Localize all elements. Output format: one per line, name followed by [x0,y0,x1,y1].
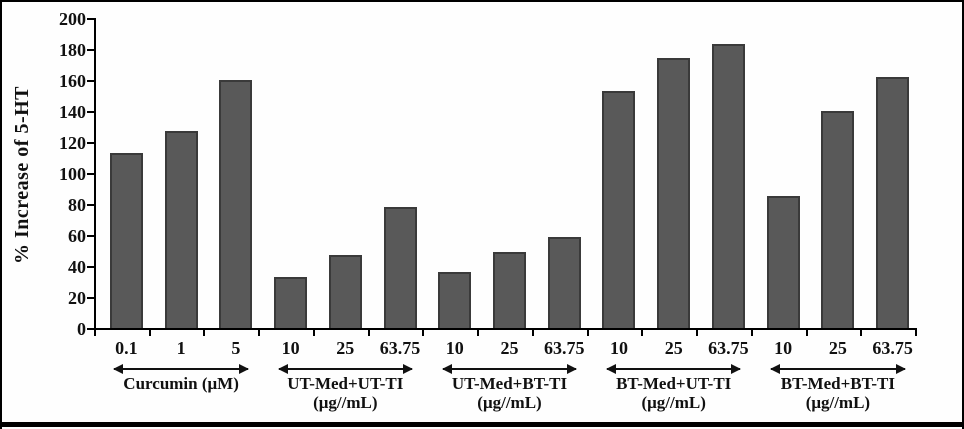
bar-ut-med-bt-ti-10 [438,272,472,328]
x-tick-label: 63.75 [708,338,749,358]
bar-bt-med-ut-ti-25 [657,58,691,328]
x-tick-mark [586,330,589,336]
group-label: UT-Med+BT-TI [451,374,568,393]
x-tick-mark [258,330,261,336]
x-tick-mark [750,330,753,336]
x-tick-label: 63.75 [872,338,913,358]
group-range-arrow [441,364,578,374]
y-tick-label: 200 [59,9,86,29]
bar-ut-med-ut-ti-10 [274,276,308,328]
x-tick-label: 10 [445,338,464,358]
y-axis [94,18,96,330]
group-range-arrow [113,364,250,374]
bar-bt-med-bt-ti-10 [766,196,800,328]
y-axis-title: % Increase of 5-HT [11,85,33,265]
y-tick-mark [87,142,94,144]
x-tick-label: 63.75 [543,338,585,358]
bar-bt-med-ut-ti-63.75 [711,44,745,328]
x-tick-mark [641,330,644,336]
x-tick-mark [312,330,315,336]
group-label: Curcumin (μM) [123,374,239,393]
group-range-arrow [605,364,742,374]
x-axis [87,328,917,330]
x-tick-label: 25 [664,338,683,358]
y-tick-label: 20 [68,288,86,308]
x-tick-mark [367,330,370,336]
y-tick-label: 180 [59,40,86,60]
bar-ut-med-bt-ti-63.75 [547,236,581,328]
x-tick-mark [148,330,151,336]
group-range-arrow [770,364,907,374]
y-tick-label: 100 [59,164,86,184]
x-tick-mark [531,330,534,336]
group-sublabel: (μg//mL) [641,393,706,412]
group-range-arrow [277,364,414,374]
group-sublabel: (μg//mL) [477,393,542,412]
x-tick-mark [422,330,425,336]
group-sublabel: (μg//mL) [313,393,378,412]
y-tick-label: 140 [59,102,86,122]
bar-curcumin-m--0.1 [109,152,143,328]
bar-bt-med-bt-ti-63.75 [876,76,910,328]
y-tick-label: 60 [68,226,86,246]
x-tick-mark [696,330,699,336]
bar-ut-med-bt-ti-25 [493,252,526,328]
y-tick-mark [87,111,94,113]
x-tick-label: 10 [774,338,793,358]
y-tick-mark [87,80,94,82]
x-tick-label: 63.75 [379,338,421,358]
x-tick-mark [915,330,917,336]
bar-curcumin-m--1 [164,131,198,328]
x-tick-label: 1 [176,338,186,358]
y-tick-label: 80 [68,195,86,215]
x-tick-mark [477,330,480,336]
x-tick-label: 25 [336,338,355,358]
bar-bt-med-ut-ti-10 [602,90,636,328]
y-tick-label: 0 [77,319,86,339]
group-sublabel: (μg//mL) [805,393,871,412]
x-tick-label: 5 [231,338,241,358]
x-tick-label: 25 [828,338,847,358]
bar-ut-med-ut-ti-63.75 [383,207,417,328]
y-tick-mark [87,18,94,20]
x-tick-label: 0.1 [115,338,138,358]
bar-bt-med-bt-ti-25 [821,111,855,328]
y-tick-mark [87,204,94,206]
group-label: BT-Med+UT-TI [616,374,732,393]
bar-ut-med-ut-ti-25 [328,255,362,328]
bottom-rule [2,422,962,427]
x-tick-mark [94,330,96,336]
y-tick-mark [87,235,94,237]
x-tick-mark [805,330,808,336]
y-tick-mark [87,49,94,51]
x-tick-mark [860,330,863,336]
x-tick-label: 10 [281,338,300,358]
y-tick-mark [87,297,94,299]
y-tick-mark [87,266,94,268]
y-tick-label: 40 [68,257,86,277]
x-tick-mark [203,330,206,336]
y-tick-mark [87,173,94,175]
bar-curcumin-m--5 [219,80,253,328]
group-label: BT-Med+BT-TI [780,374,896,393]
x-tick-label: 25 [500,338,519,358]
group-label: UT-Med+UT-TI [287,374,404,393]
y-tick-label: 120 [59,133,86,153]
y-tick-mark [87,328,94,330]
y-tick-label: 160 [59,71,86,91]
x-tick-label: 10 [609,338,628,358]
